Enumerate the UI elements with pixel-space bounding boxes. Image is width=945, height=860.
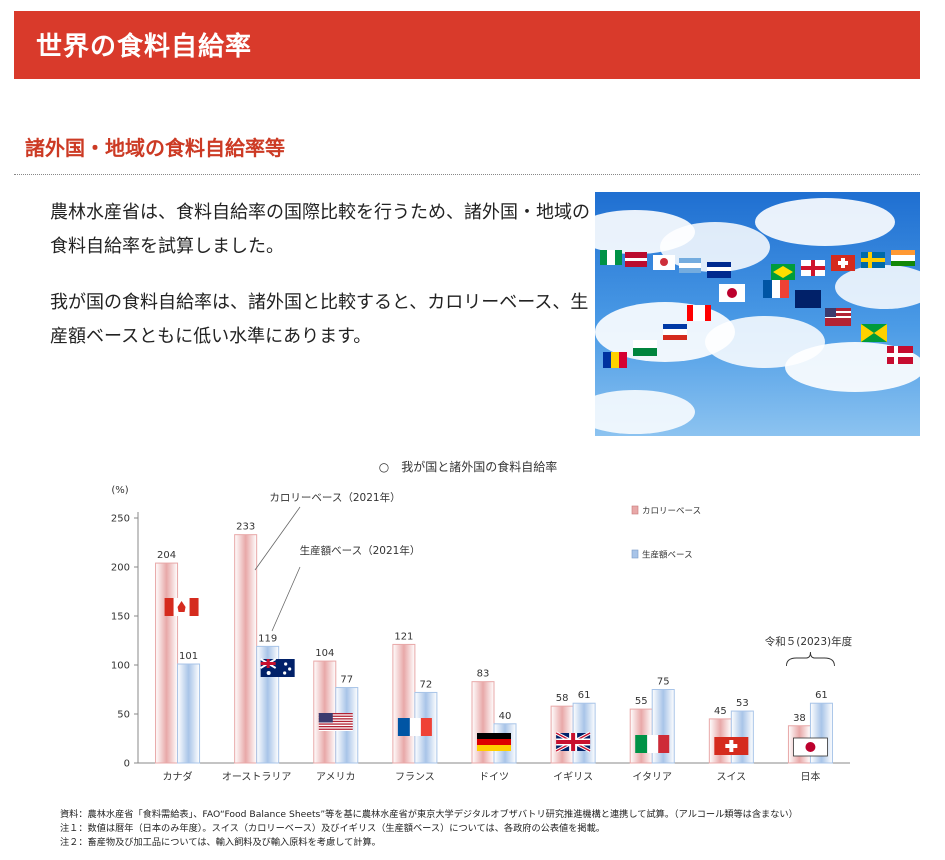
data-label: 233 bbox=[236, 522, 255, 533]
x-tick-label: ドイツ bbox=[479, 772, 509, 783]
flag-usa-stripe bbox=[318, 720, 353, 723]
flag-usa-stripe bbox=[318, 726, 353, 728]
data-label: 77 bbox=[340, 675, 353, 686]
flag-usa-stripe bbox=[318, 723, 353, 725]
note-source: 資料：農林水産省「食料需給表」、FAO“Food Balance Sheets”… bbox=[60, 809, 798, 820]
data-label: 75 bbox=[657, 677, 670, 688]
y-axis-unit: (%) bbox=[111, 485, 128, 496]
y-tick-label: 0 bbox=[124, 759, 130, 770]
x-tick-label: イタリア bbox=[632, 771, 672, 783]
flag-france-white bbox=[409, 718, 421, 736]
flag-switzerland-cross bbox=[725, 744, 738, 748]
flag-australia-star bbox=[284, 662, 288, 666]
flag-germany-black bbox=[477, 733, 511, 739]
x-tick-label: スイス bbox=[716, 772, 746, 783]
intro-text: 農林水産省は、食料自給率の国際比較を行うため、諸外国・地域の食料自給率を試算しま… bbox=[50, 196, 590, 376]
flag-germany-gold bbox=[477, 745, 511, 751]
data-label: 104 bbox=[315, 648, 334, 659]
data-label: 38 bbox=[793, 713, 806, 724]
flag-japan-disc bbox=[805, 742, 816, 752]
flag-canada-band bbox=[164, 598, 174, 616]
y-tick-label: 100 bbox=[111, 661, 130, 672]
flag-france-red bbox=[420, 718, 432, 736]
bar-calorie bbox=[392, 643, 416, 764]
bar-production bbox=[177, 663, 201, 764]
x-tick-label: アメリカ bbox=[316, 771, 356, 783]
intro-paragraph-2: 我が国の食料自給率は、諸外国と比較すると、カロリーベース、生産額ベースともに低い… bbox=[50, 292, 589, 347]
flag-italy-green bbox=[635, 735, 648, 753]
y-tick-label: 200 bbox=[111, 563, 130, 574]
flag-canada-band bbox=[189, 598, 199, 616]
y-tick-label: 150 bbox=[111, 612, 130, 623]
section-heading: 諸外国・地域の食料自給率等 bbox=[25, 136, 285, 160]
flag-usa-canton bbox=[318, 713, 333, 723]
flags-photo bbox=[595, 192, 920, 436]
chart-svg: ○ 我が国と諸外国の食料自給率 (%) 0 50 100 150 200 250 204 101 カ… bbox=[111, 459, 853, 783]
bar-calorie bbox=[313, 660, 337, 764]
x-tick-label: フランス bbox=[395, 771, 435, 783]
bar-calorie bbox=[155, 562, 179, 764]
flag-usa-stripe bbox=[318, 718, 353, 720]
data-label: 45 bbox=[714, 706, 727, 717]
chart-notes: 資料：農林水産省「食料需給表」、FAO“Food Balance Sheets”… bbox=[60, 808, 920, 850]
section-divider bbox=[14, 174, 920, 175]
chart-title: ○ 我が国と諸外国の食料自給率 bbox=[379, 459, 557, 474]
data-label: 61 bbox=[815, 690, 828, 701]
self-sufficiency-chart: ○ 我が国と諸外国の食料自給率 (%) 0 50 100 150 200 250 204 101 カ… bbox=[60, 455, 900, 855]
data-label: 55 bbox=[635, 696, 648, 707]
data-label: 53 bbox=[736, 698, 749, 709]
legend-swatch-production bbox=[631, 549, 639, 559]
flag-usa-stripe bbox=[318, 715, 353, 717]
intro-paragraph-1: 農林水産省は、食料自給率の国際比較を行うため、諸外国・地域の食料自給率を試算しま… bbox=[50, 202, 590, 257]
flag-france-blue bbox=[397, 718, 410, 736]
annotation-production: 生産額ベース（2021年） bbox=[300, 544, 421, 557]
x-tick-label: カナダ bbox=[163, 770, 193, 783]
x-tick-label: 日本 bbox=[800, 770, 820, 783]
annotation-production-leader bbox=[271, 566, 301, 632]
note-1: 注１：数値は暦年（日本のみ年度）。スイス（カロリーベース）及びイギリス（生産額ベ… bbox=[60, 823, 605, 834]
legend-label-calorie: カロリーベース bbox=[642, 507, 701, 517]
flag-canada-leaf bbox=[177, 601, 186, 612]
data-label: 61 bbox=[578, 690, 591, 701]
annotation-japan-year: 令和５(2023)年度 bbox=[765, 635, 853, 648]
annotation-japan-brace bbox=[785, 651, 835, 667]
data-label: 119 bbox=[258, 633, 277, 644]
data-label: 40 bbox=[499, 711, 512, 722]
flags-photo-image bbox=[595, 192, 920, 436]
flag-australia-star bbox=[266, 671, 271, 675]
bar-calorie bbox=[234, 534, 258, 764]
page-title-bar: 世界の食料自給率 bbox=[14, 11, 920, 79]
data-label: 121 bbox=[394, 631, 413, 642]
data-label: 72 bbox=[420, 679, 433, 690]
page-title: 世界の食料自給率 bbox=[36, 32, 253, 62]
annotation-calorie: カロリーベース（2021年） bbox=[269, 491, 400, 504]
flag-australia-cross bbox=[260, 662, 276, 665]
flag-usa-stripe bbox=[318, 728, 353, 730]
data-label: 83 bbox=[477, 669, 490, 680]
flag-australia-star bbox=[283, 671, 287, 675]
y-tick-label: 250 bbox=[111, 514, 130, 525]
flag-germany-red bbox=[477, 739, 511, 745]
legend-swatch-calorie bbox=[631, 505, 639, 515]
flag-italy-white bbox=[647, 735, 659, 753]
data-label: 204 bbox=[157, 550, 176, 561]
y-tick-label: 50 bbox=[117, 710, 130, 721]
note-2: 注２：畜産物及び加工品については、輸入飼料及び輸入原料を考慮して計算。 bbox=[60, 837, 381, 848]
x-tick-label: イギリス bbox=[553, 771, 593, 783]
x-tick-label: オーストラリア bbox=[222, 771, 292, 783]
flag-usa-stripe bbox=[318, 713, 353, 715]
flag-italy-red bbox=[658, 735, 670, 753]
annotation-calorie-leader bbox=[254, 506, 301, 571]
data-label: 101 bbox=[179, 651, 198, 662]
flag-australia-star bbox=[288, 667, 292, 671]
flag-uk-cross-red bbox=[556, 740, 591, 744]
legend-label-production: 生産額ベース bbox=[642, 550, 693, 561]
data-label: 58 bbox=[556, 693, 569, 704]
